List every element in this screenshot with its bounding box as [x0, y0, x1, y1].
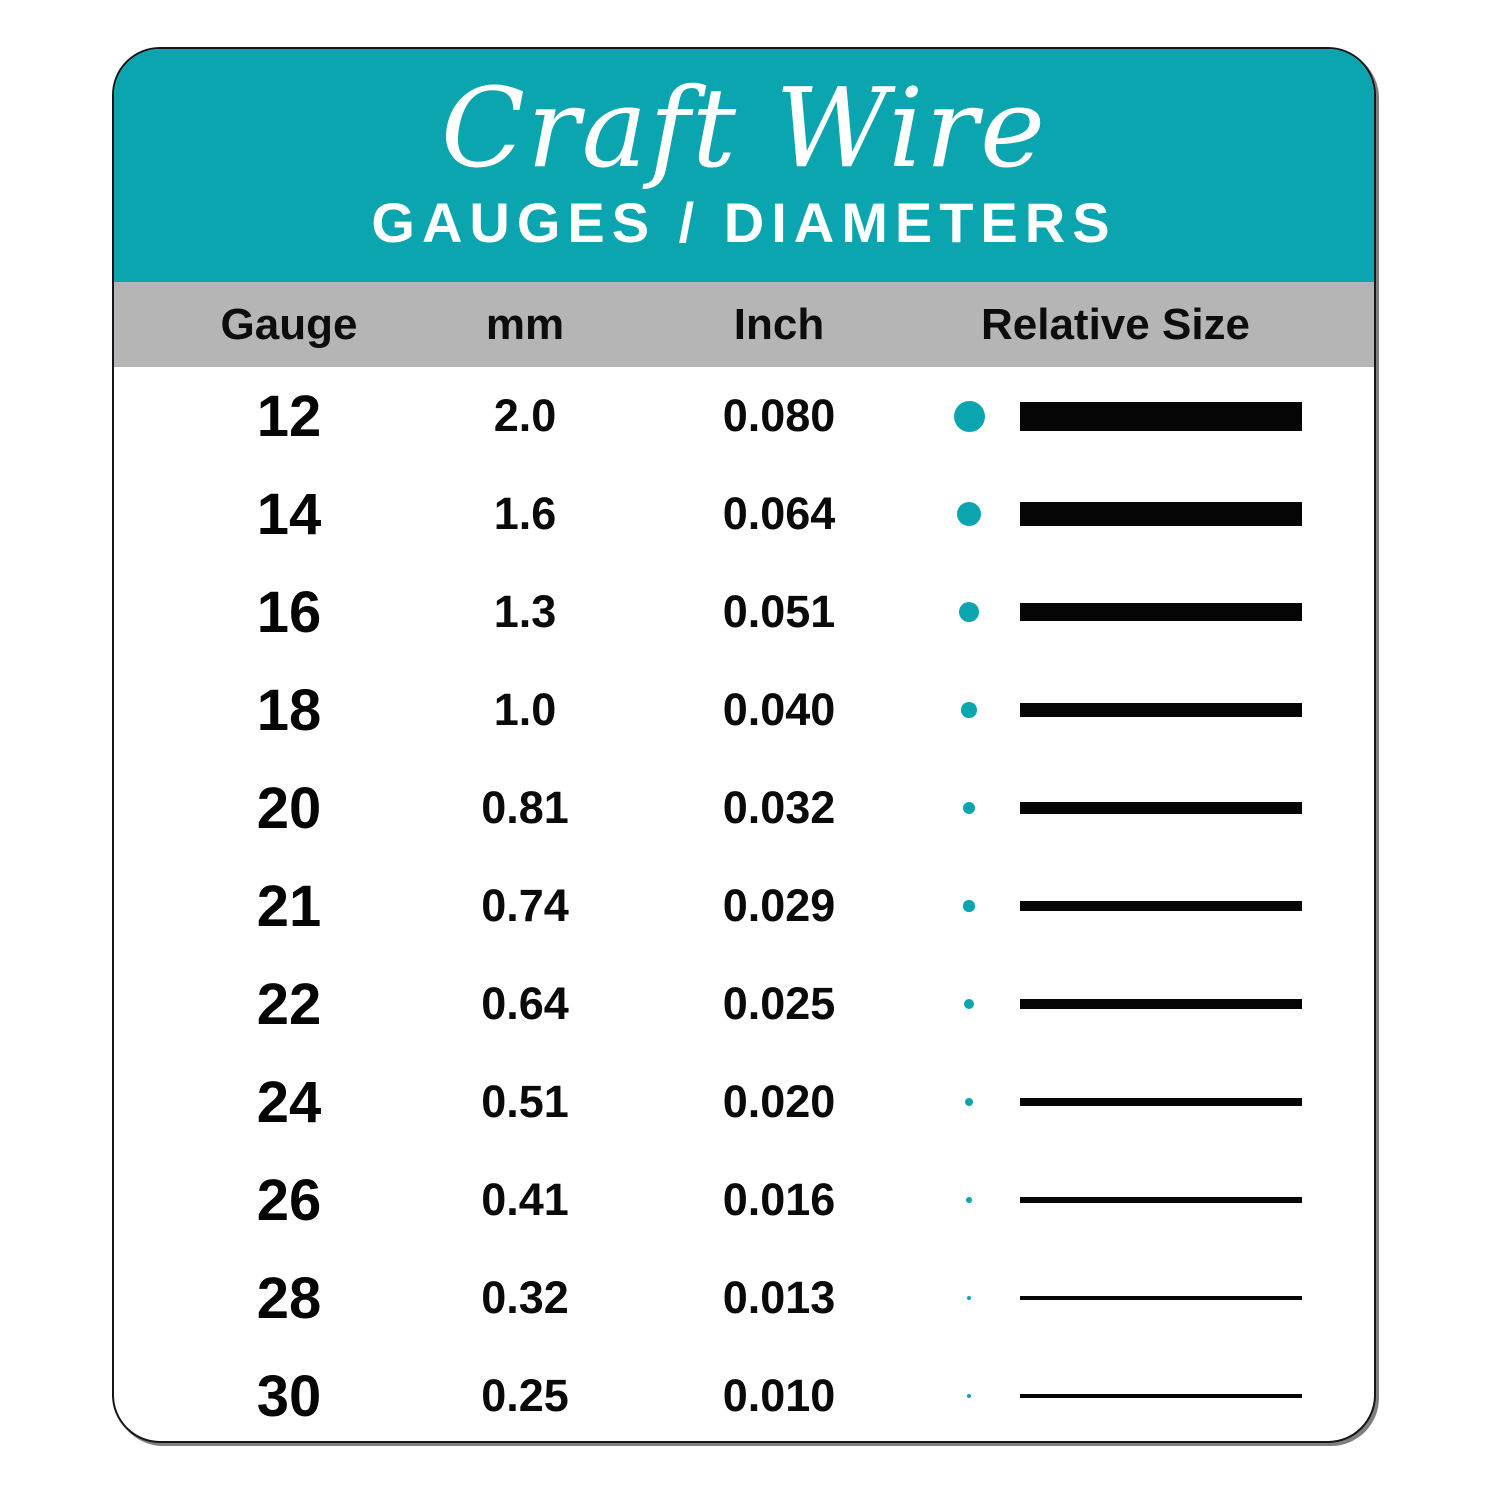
relative-size-dot-cell [929, 801, 1009, 815]
mm-value: 0.74 [481, 880, 569, 931]
table-row: 28 0.32 0.013 [114, 1249, 1374, 1347]
table-row: 30 0.25 0.010 [114, 1347, 1374, 1441]
relative-size-bar-cell [1020, 1394, 1302, 1398]
diameter-dot-icon [965, 1196, 973, 1204]
inch-value: 0.016 [722, 1174, 836, 1225]
gauge-value: 26 [256, 1167, 322, 1233]
diameter-dot-icon [961, 702, 977, 718]
inch-value: 0.025 [722, 978, 836, 1029]
diameter-dot-icon [953, 400, 985, 432]
relative-size-bar-cell [1020, 1098, 1302, 1106]
diameter-dot-icon [967, 1394, 971, 1398]
diameter-bar [1020, 602, 1302, 622]
diameter-bar [1020, 1394, 1302, 1398]
inch-value: 0.032 [722, 782, 836, 833]
relative-size-bar-cell [1020, 602, 1302, 622]
relative-size-bar-cell [1020, 401, 1302, 431]
page-subtitle: GAUGES / DIAMETERS [371, 190, 1117, 254]
mm-value: 1.6 [493, 488, 557, 539]
gauge-value: 21 [256, 873, 322, 939]
relative-size-bar-cell [1020, 999, 1302, 1009]
relative-size-dot-cell [929, 1295, 1009, 1301]
relative-size-dot-cell [929, 999, 1009, 1009]
gauge-value: 22 [256, 971, 322, 1037]
inch-value: 0.080 [722, 390, 836, 441]
table-row: 21 0.74 0.029 [114, 857, 1374, 955]
mm-value: 0.32 [481, 1272, 569, 1323]
diameter-dot-icon [958, 601, 980, 623]
relative-size-dot-cell [929, 1394, 1009, 1398]
gauge-value: 16 [256, 579, 322, 645]
table-row: 26 0.41 0.016 [114, 1151, 1374, 1249]
table-row: 22 0.64 0.025 [114, 955, 1374, 1053]
diameter-bar [1020, 401, 1302, 431]
mm-value: 1.0 [493, 684, 557, 735]
mm-value: 0.25 [481, 1370, 569, 1421]
relative-size-dot-cell [929, 1098, 1009, 1106]
craft-wire-card: Craft Wire GAUGES / DIAMETERS Gauge mm I… [112, 47, 1376, 1443]
gauge-value: 14 [256, 481, 322, 547]
relative-size-dot-cell [929, 900, 1009, 912]
gauge-value: 20 [256, 775, 322, 841]
diameter-dot-icon [966, 1295, 972, 1301]
relative-size-bar-cell [1020, 802, 1302, 814]
diameter-bar [1020, 1197, 1302, 1203]
inch-value: 0.013 [722, 1272, 836, 1323]
mm-value: 0.64 [481, 978, 569, 1029]
relative-size-dot-cell [929, 601, 1009, 623]
table-row: 24 0.51 0.020 [114, 1053, 1374, 1151]
table-row: 20 0.81 0.032 [114, 759, 1374, 857]
relative-size-bar-cell [1020, 1295, 1302, 1301]
relative-size-dot-cell [929, 1196, 1009, 1204]
gauge-value: 12 [256, 383, 322, 449]
inch-value: 0.064 [722, 488, 836, 539]
table-header-row: Gauge mm Inch Relative Size [114, 282, 1374, 367]
table-row: 14 1.6 0.064 [114, 465, 1374, 563]
diameter-dot-icon [965, 1098, 973, 1106]
diameter-bar [1020, 502, 1302, 526]
diameter-bar [1020, 1295, 1302, 1301]
gauge-value: 18 [256, 677, 322, 743]
card-header: Craft Wire GAUGES / DIAMETERS [114, 49, 1374, 282]
diameter-bar [1020, 1098, 1302, 1106]
relative-size-dot-cell [929, 400, 1009, 432]
inch-value: 0.029 [722, 880, 836, 931]
mm-value: 2.0 [493, 390, 557, 441]
mm-value: 1.3 [493, 586, 557, 637]
table-row: 12 2.0 0.080 [114, 367, 1374, 465]
relative-size-dot-cell [929, 501, 1009, 527]
inch-value: 0.010 [722, 1370, 836, 1421]
diameter-bar [1020, 702, 1302, 718]
column-header-relative-size: Relative Size [980, 299, 1251, 349]
inch-value: 0.040 [722, 684, 836, 735]
table-body: 12 2.0 0.080 14 1.6 0.064 16 1.3 0.051 1… [114, 367, 1374, 1441]
diameter-bar [1020, 802, 1302, 814]
column-header-mm: mm [485, 299, 565, 349]
column-header-gauge: Gauge [220, 299, 358, 349]
diameter-dot-icon [962, 801, 976, 815]
relative-size-dot-cell [929, 702, 1009, 718]
table-row: 18 1.0 0.040 [114, 661, 1374, 759]
diameter-dot-icon [956, 501, 982, 527]
column-header-inch: Inch [733, 299, 825, 349]
relative-size-bar-cell [1020, 1197, 1302, 1203]
gauge-value: 24 [256, 1069, 322, 1135]
diameter-dot-icon [964, 999, 974, 1009]
gauge-value: 28 [256, 1265, 322, 1331]
mm-value: 0.81 [481, 782, 569, 833]
diameter-bar [1020, 900, 1302, 912]
inch-value: 0.051 [722, 586, 836, 637]
mm-value: 0.41 [481, 1174, 569, 1225]
relative-size-bar-cell [1020, 702, 1302, 718]
mm-value: 0.51 [481, 1076, 569, 1127]
relative-size-bar-cell [1020, 900, 1302, 912]
diameter-bar [1020, 999, 1302, 1009]
diameter-dot-icon [963, 900, 975, 912]
inch-value: 0.020 [722, 1076, 836, 1127]
gauge-value: 30 [256, 1363, 322, 1429]
relative-size-bar-cell [1020, 502, 1302, 526]
page-title: Craft Wire [440, 63, 1048, 192]
table-row: 16 1.3 0.051 [114, 563, 1374, 661]
